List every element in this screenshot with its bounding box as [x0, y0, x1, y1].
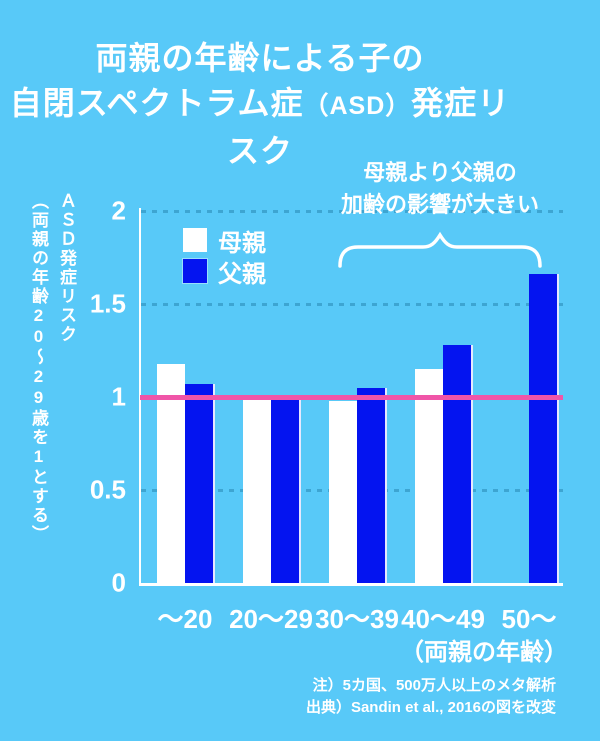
- y-axis-title: ＡＳＤ発症リスク （両親の年齢20～29歳を1とする）: [24, 192, 80, 582]
- bar-mother-40～49: [415, 369, 443, 583]
- chart-title-line2: 自閉スペクトラム症（ASD）発症リスク: [0, 81, 520, 174]
- x-tick-label-50～: 50～: [501, 604, 557, 634]
- legend-label-mother: 母親: [218, 229, 266, 257]
- x-axis-line: [139, 583, 563, 586]
- y-tick-label-0.5: 0.5: [89, 474, 126, 505]
- bar-father-30～39: [357, 388, 387, 583]
- reference-line: [140, 395, 563, 400]
- bar-mother-～20: [157, 364, 185, 583]
- legend-swatch-father-icon: [182, 258, 208, 284]
- x-tick-label-40～49: 40～49: [401, 604, 485, 634]
- chart-title: 両親の年齢による子の 自閉スペクトラム症（ASD）発症リスク: [0, 36, 520, 174]
- footer-notes: 注）5カ国、500万人以上のメタ解析 出典）Sandin et al., 201…: [306, 675, 556, 719]
- bar-father-40～49: [443, 345, 473, 583]
- bar-father-20～29: [271, 397, 301, 583]
- annotation-line1: 母親より父親の: [363, 160, 517, 185]
- y-axis-title-sub: （両親の年齢20～29歳を1とする）: [29, 192, 48, 544]
- y-tick-label-2: 2: [111, 195, 126, 226]
- x-tick-label-20～29: 20～29: [229, 604, 313, 634]
- legend-swatch-mother-icon: [183, 228, 207, 252]
- bar-father-～20: [185, 384, 215, 583]
- legend-item-mother: 母親: [183, 228, 266, 257]
- footer-source: 出典）Sandin et al., 2016の図を改変: [305, 699, 556, 716]
- legend: 母親 父親: [182, 228, 266, 290]
- y-axis-title-main: ＡＳＤ発症リスク: [57, 192, 76, 344]
- annotation-line2: 加齢の影響が大きい: [340, 192, 539, 217]
- bar-father-50～: [529, 274, 559, 583]
- legend-label-father: 父親: [218, 260, 266, 288]
- x-axis-unit-label: （両親の年齢）: [400, 639, 568, 666]
- curly-brace-icon: [338, 231, 542, 268]
- gridline-2: [141, 210, 563, 213]
- y-tick-label-1.5: 1.5: [89, 288, 126, 319]
- chart-title-line1: 両親の年齢による子の: [95, 40, 425, 76]
- gridline-1.5: [141, 303, 563, 306]
- annotation-father-age-effect: 母親より父親の 加齢の影響が大きい: [312, 157, 568, 221]
- x-tick-label-30～39: 30～39: [315, 604, 399, 634]
- legend-item-father: 父親: [182, 258, 266, 288]
- bar-mother-30～39: [329, 401, 357, 583]
- y-tick-label-1: 1: [111, 381, 126, 412]
- title-line2-tail: 発症リスク: [226, 85, 511, 169]
- title-line2-main: 自閉スペクトラム症: [9, 85, 304, 121]
- y-tick-label-0: 0: [111, 567, 126, 598]
- bar-mother-20～29: [243, 397, 271, 583]
- title-asd-abbr: （ASD）: [303, 92, 412, 120]
- footer-note: 注）5カ国、500万人以上のメタ解析: [312, 677, 556, 694]
- x-tick-label-～20: ～20: [157, 604, 213, 634]
